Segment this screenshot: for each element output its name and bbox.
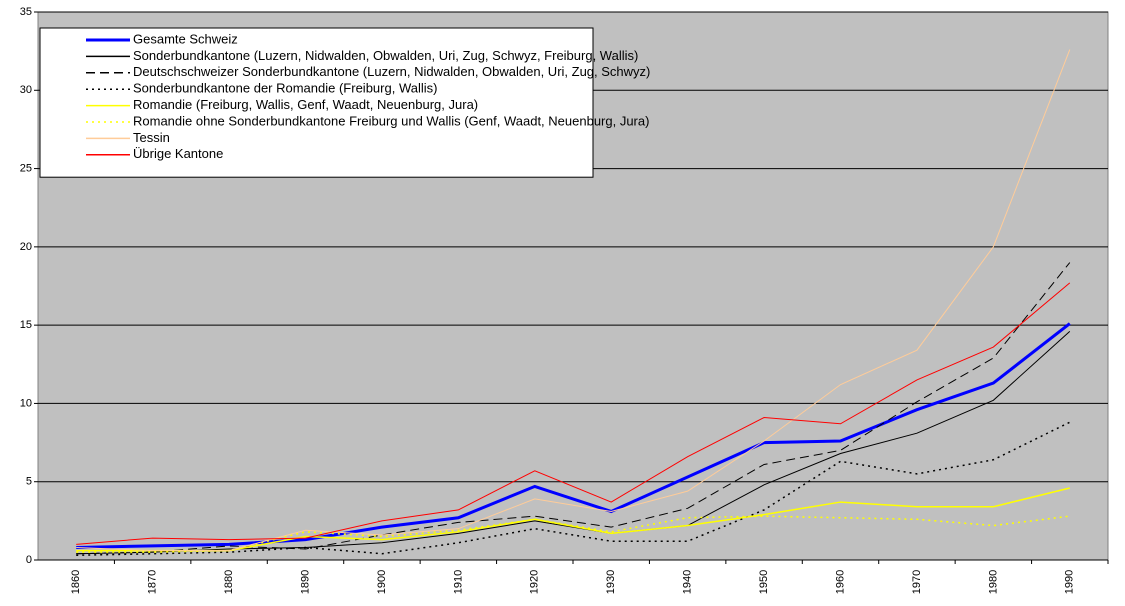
legend-box [39, 27, 594, 178]
series-line [76, 322, 1071, 549]
legend-label: Sonderbundkantone (Luzern, Nidwalden, Ob… [133, 48, 638, 63]
legend-label: Deutschschweizer Sonderbundkantone (Luze… [133, 64, 650, 79]
x-tick-label: 1990 [1064, 570, 1076, 594]
x-tick-label: 1970 [911, 570, 923, 594]
x-tick-label: 1870 [147, 570, 159, 594]
x-tick-label: 1910 [452, 570, 464, 594]
x-tick-label: 1930 [605, 570, 617, 594]
x-tick-label: 1890 [299, 570, 311, 594]
x-tick-label: 1940 [682, 570, 694, 594]
y-tick-label: 20 [20, 241, 32, 253]
y-tick-label: 15 [20, 319, 32, 331]
x-tick-label: 1920 [529, 570, 541, 594]
y-tick-label: 5 [26, 476, 32, 488]
y-tick-label: 30 [20, 84, 32, 96]
y-tick-label: 35 [20, 6, 32, 18]
x-tick-label: 1950 [758, 570, 770, 594]
x-tick-label: 1880 [223, 570, 235, 594]
legend-label: Romandie ohne Sonderbundkantone Freiburg… [133, 113, 649, 128]
legend-label: Sonderbundkantone der Romandie (Freiburg… [133, 81, 437, 96]
legend-label: Gesamte Schweiz [133, 31, 238, 46]
legend-label: Übrige Kantone [133, 146, 223, 161]
series-line [76, 49, 1071, 552]
y-tick-label: 10 [20, 397, 32, 409]
series-line [76, 487, 1070, 552]
x-tick-label: 1860 [70, 570, 82, 594]
y-tick-label: 25 [20, 162, 32, 174]
y-tick-label: 0 [26, 554, 32, 566]
legend-label: Tessin [133, 130, 170, 145]
legend-label: Romandie (Freiburg, Wallis, Genf, Waadt,… [133, 97, 478, 112]
x-tick-label: 1900 [376, 570, 388, 594]
x-tick-label: 1980 [987, 570, 999, 594]
series-line [76, 421, 1071, 557]
x-tick-label: 1960 [834, 570, 846, 594]
series-line [76, 262, 1071, 555]
series-line [76, 282, 1071, 545]
